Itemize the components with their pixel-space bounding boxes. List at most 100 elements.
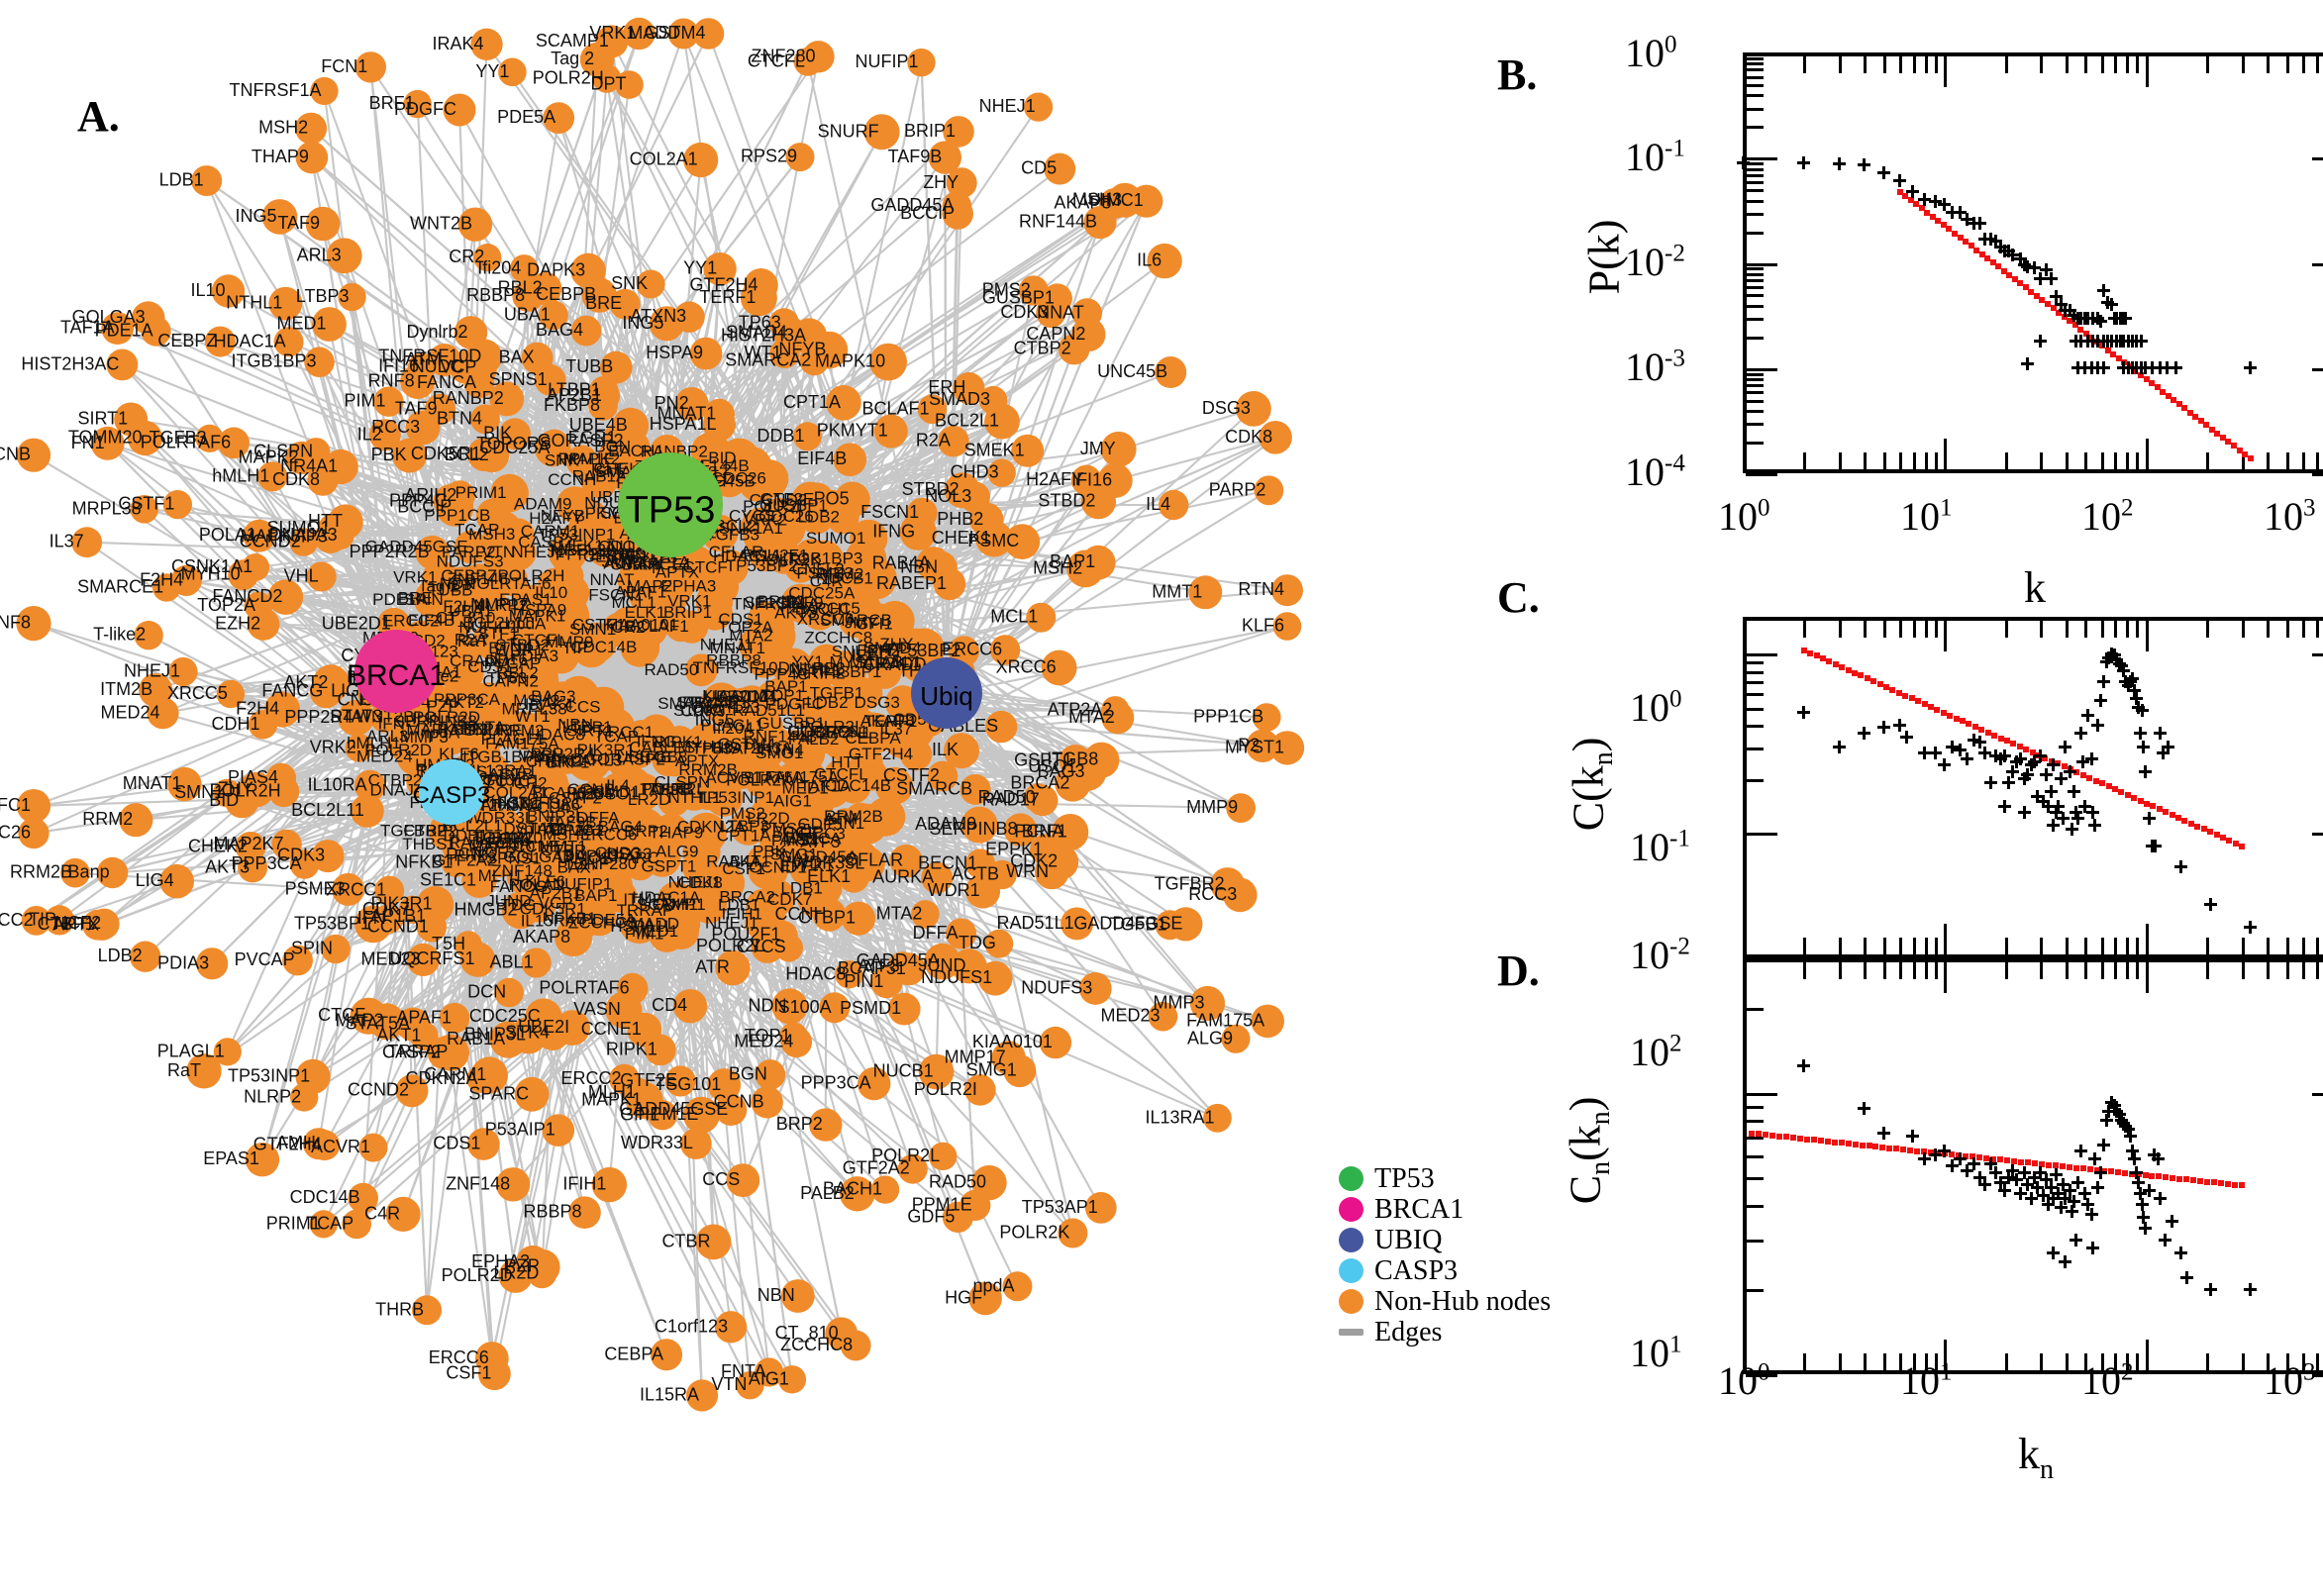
network-node[interactable] <box>624 848 656 881</box>
network-node-label: IFIH1 <box>562 1174 606 1194</box>
network-node-label: IL2 <box>357 424 382 444</box>
power-law-fit-segment <box>2100 1167 2107 1174</box>
network-node[interactable] <box>607 743 644 779</box>
node-circle-icon <box>1339 1289 1364 1314</box>
network-node[interactable] <box>454 530 488 564</box>
network-node-label: BCL2L1 <box>935 411 999 431</box>
network-node[interactable] <box>829 808 862 842</box>
network-node[interactable] <box>488 809 524 845</box>
network-node-label: SIRT1 <box>78 409 129 429</box>
x-tick-minor <box>2267 452 2270 470</box>
network-node-label: BCAP31 <box>838 958 906 978</box>
network-node[interactable] <box>743 515 783 555</box>
network-node-label: Tag 2 <box>551 49 594 68</box>
network-node-label: ZCCHC8 <box>804 629 872 648</box>
network-node[interactable] <box>656 881 695 919</box>
panel-b-letter: B. <box>1497 50 1538 99</box>
network-node[interactable] <box>565 445 598 477</box>
network-node[interactable] <box>684 653 718 687</box>
network-node[interactable] <box>501 835 538 871</box>
network-node-label: R2A <box>916 431 951 450</box>
x-tick-minor <box>1899 620 1902 638</box>
network-node-label: UNC45B <box>1097 361 1167 381</box>
x-tick-minor <box>2206 452 2209 470</box>
legend-item-non-hub-nodes: Non-Hub nodes <box>1339 1286 1557 1317</box>
power-law-fit-segment <box>1796 1135 1803 1142</box>
x-tick-major <box>2146 1340 2149 1371</box>
network-node[interactable] <box>528 820 564 856</box>
x-tick-minor <box>2242 1353 2245 1371</box>
network-node-label: UQCRFS1 <box>389 948 474 968</box>
power-law-fit-segment <box>1800 647 1807 653</box>
y-tick-major <box>1746 263 1777 266</box>
x-tick-label: 103 <box>2264 494 2316 539</box>
network-node[interactable] <box>701 682 743 724</box>
panel-a-letter: A. <box>77 92 120 141</box>
network-node-label: CTBP1 <box>38 914 95 934</box>
network-node[interactable] <box>662 726 696 759</box>
network-node-label: EPAS1 <box>203 1148 259 1168</box>
network-node[interactable] <box>621 902 657 939</box>
plot-frame <box>1743 52 2323 473</box>
power-law-fit-segment <box>1831 1139 1838 1146</box>
y-tick-major <box>2312 263 2323 266</box>
network-node-label: CDC26 <box>0 823 31 843</box>
edge-line-icon <box>1339 1329 1364 1336</box>
x-tick-label: 102 <box>2081 1358 2134 1403</box>
network-node-label: LDB1 <box>159 170 204 190</box>
network-node-label: PKMYT1 <box>817 421 888 441</box>
network-node-label: RAD50 <box>644 660 698 679</box>
x-tick-minor <box>2066 452 2069 470</box>
network-node-label: EZH2 <box>215 614 260 634</box>
network-node[interactable] <box>488 708 528 748</box>
power-law-fit-segment <box>2066 1163 2072 1170</box>
network-node-label: CSF1 <box>722 859 764 878</box>
network-node[interactable] <box>685 812 727 854</box>
power-law-fit-segment <box>1807 649 1814 656</box>
network-node-label: P53AIP1 <box>485 1120 556 1140</box>
network-node[interactable] <box>850 519 888 557</box>
y-tick-minor <box>1746 748 1764 750</box>
network-node[interactable] <box>524 664 559 699</box>
x-tick-minor <box>2066 961 2069 979</box>
network-node[interactable] <box>712 549 749 586</box>
y-axis-title: Cn(kn) <box>1561 1096 1617 1205</box>
network-node-label: IL13RA1 <box>1145 1107 1214 1127</box>
network-node[interactable] <box>649 571 691 614</box>
network-node-label: PMS2 <box>720 804 765 823</box>
power-law-fit-segment <box>2003 738 2010 745</box>
network-node-label: SIRT1 <box>566 722 614 741</box>
network-node[interactable] <box>565 787 601 824</box>
x-tick-minor <box>1864 55 1867 73</box>
y-tick-minor <box>1746 337 1764 340</box>
legend-item-label: CASP3 <box>1374 1254 1459 1286</box>
network-node-label: BACH1 <box>823 1179 882 1199</box>
network-node-label: MNAT1 <box>123 773 182 793</box>
network-node-label: WT1 <box>745 343 782 362</box>
x-tick-major <box>2146 439 2149 470</box>
power-law-fit-segment <box>1852 1141 1859 1147</box>
network-node-label: GTF2H4 <box>253 1135 322 1154</box>
network-node[interactable] <box>748 848 789 890</box>
network-node[interactable] <box>883 718 925 759</box>
x-tick-major <box>1944 620 1947 651</box>
network-node[interactable] <box>599 713 635 749</box>
network-node-label: BNIP3L <box>464 1025 526 1045</box>
power-law-fit-segment <box>2017 1158 2024 1165</box>
network-node[interactable] <box>794 539 829 573</box>
y-tick-major <box>2312 368 2323 371</box>
network-node-label: PSMD1 <box>840 998 901 1018</box>
legend-item-label: Non-Hub nodes <box>1374 1285 1552 1317</box>
network-node[interactable] <box>458 563 500 605</box>
network-node[interactable] <box>653 813 689 850</box>
power-law-fit-segment <box>1748 1130 1755 1137</box>
network-node-label: PDE5A <box>497 107 556 127</box>
network-node-label: SMARCB <box>896 778 972 798</box>
network-node[interactable] <box>466 836 504 872</box>
network-node-label: DDB1 <box>757 426 804 446</box>
network-node[interactable] <box>675 610 709 644</box>
network-node-label: IL4 <box>606 776 630 795</box>
network-node[interactable] <box>442 656 482 697</box>
network-node-label: BIK <box>483 423 512 443</box>
power-law-fit-segment <box>1782 1134 1789 1141</box>
